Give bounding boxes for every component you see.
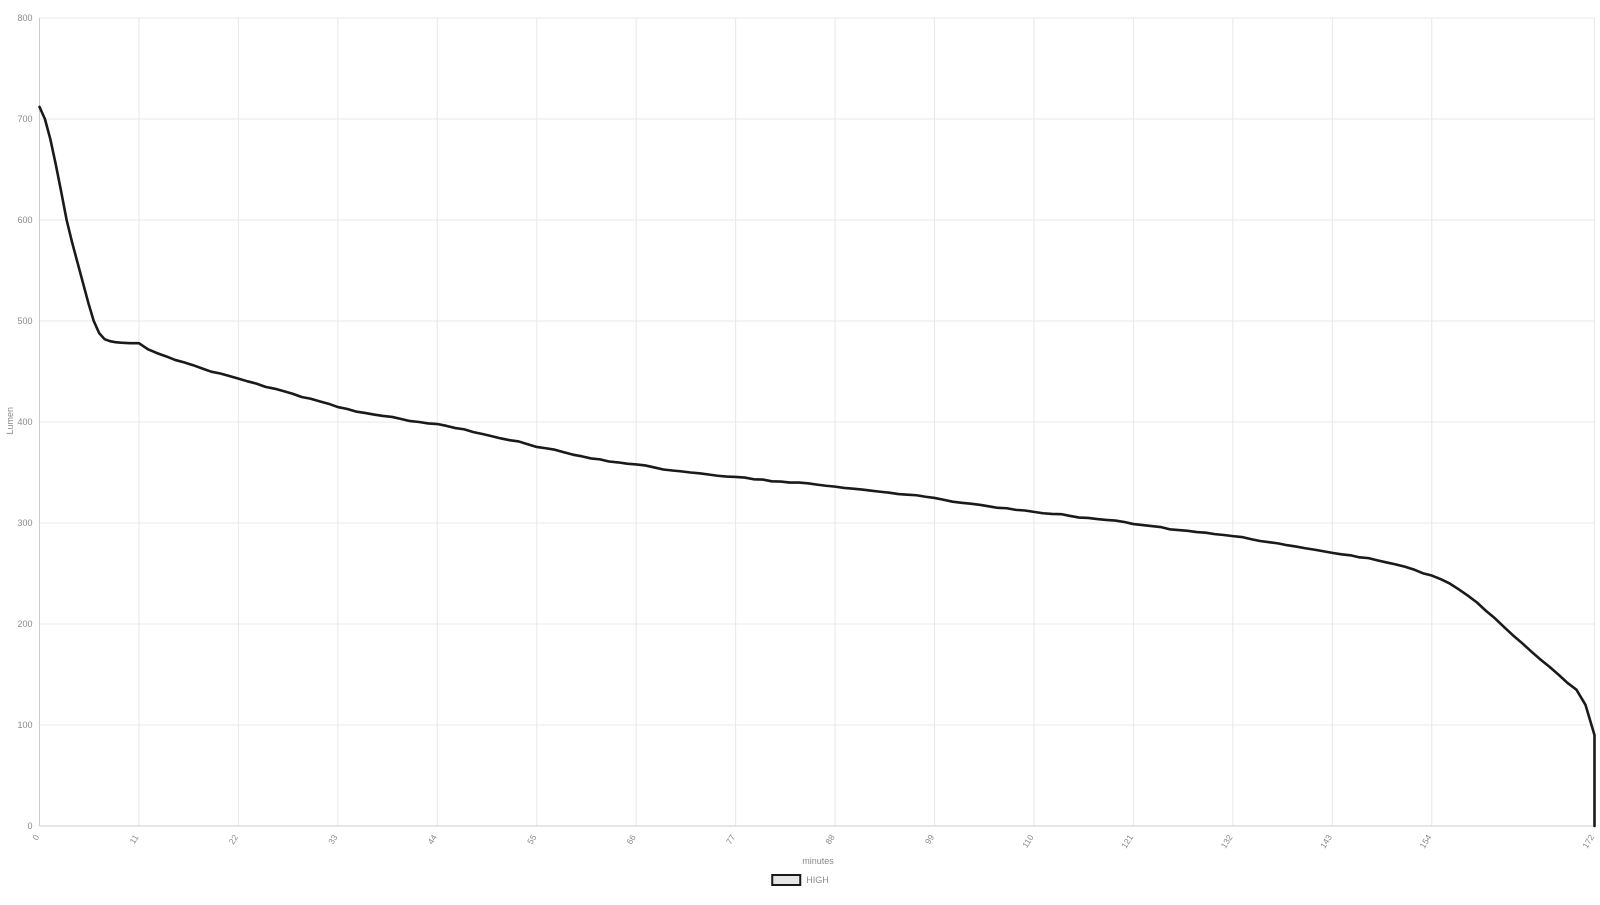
svg-text:400: 400 — [17, 417, 32, 427]
svg-text:154: 154 — [1417, 833, 1433, 851]
svg-text:800: 800 — [17, 13, 32, 23]
svg-text:11: 11 — [127, 833, 140, 846]
svg-text:500: 500 — [17, 316, 32, 326]
svg-text:55: 55 — [525, 833, 539, 847]
svg-text:200: 200 — [17, 619, 32, 629]
svg-text:99: 99 — [923, 833, 937, 847]
svg-text:88: 88 — [823, 833, 837, 847]
svg-text:132: 132 — [1219, 833, 1235, 851]
svg-text:121: 121 — [1119, 833, 1135, 851]
svg-text:143: 143 — [1318, 833, 1334, 851]
svg-text:0: 0 — [30, 833, 41, 843]
svg-text:172: 172 — [1580, 833, 1596, 851]
svg-text:44: 44 — [425, 833, 439, 847]
svg-text:300: 300 — [17, 518, 32, 528]
svg-text:700: 700 — [17, 114, 32, 124]
svg-text:22: 22 — [227, 833, 241, 847]
svg-text:600: 600 — [17, 215, 32, 225]
svg-text:110: 110 — [1020, 833, 1036, 850]
svg-text:66: 66 — [624, 833, 638, 847]
svg-text:77: 77 — [724, 833, 738, 847]
svg-text:33: 33 — [326, 833, 340, 847]
svg-text:0: 0 — [27, 821, 32, 831]
svg-text:100: 100 — [17, 720, 32, 730]
